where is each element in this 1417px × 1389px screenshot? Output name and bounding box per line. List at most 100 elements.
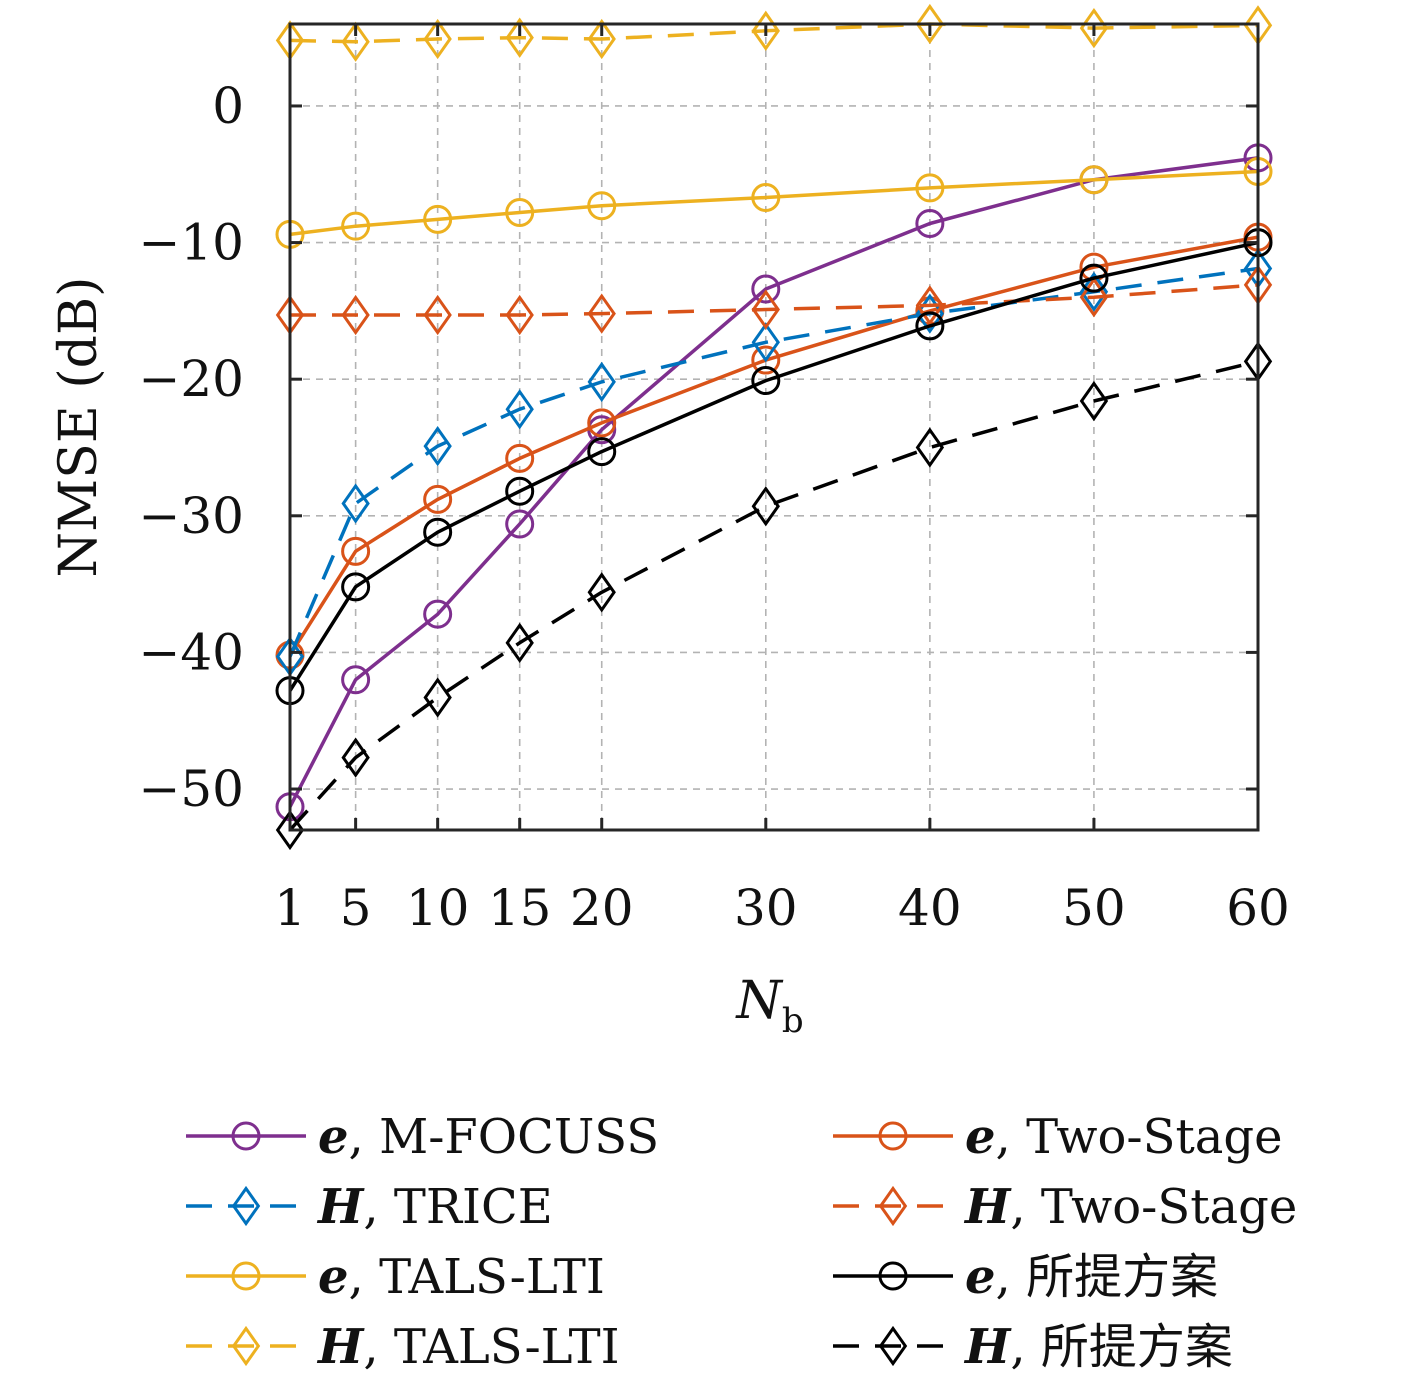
legend-label: e, Two-Stage — [965, 1109, 1283, 1165]
series-line — [289, 169, 1259, 237]
x-tick-label: 5 — [340, 879, 372, 937]
data-point — [505, 622, 534, 664]
data-point — [505, 198, 535, 228]
legend-label: e, 所提方案 — [965, 1249, 1218, 1305]
legend-series-name: , TALS-LTI — [363, 1319, 619, 1375]
legend-marker — [878, 1185, 908, 1227]
data-point — [505, 476, 535, 506]
series-line — [290, 283, 1259, 317]
x-tick-label: 20 — [570, 879, 634, 937]
legend-marker — [231, 1261, 261, 1291]
legend-label: e, M-FOCUSS — [318, 1109, 659, 1165]
plot-background — [290, 24, 1258, 830]
data-point — [341, 483, 370, 524]
data-point — [587, 18, 616, 60]
data-point — [423, 18, 452, 60]
data-point — [1079, 380, 1109, 422]
x-tick-labels: 1 5 10 15 20 30 40 50 60 — [274, 879, 1290, 937]
legend-series-name: , Two-Stage — [996, 1109, 1283, 1165]
data-point — [423, 294, 452, 336]
legend-label: H, TRICE — [316, 1179, 553, 1235]
y-tick-labels: 0 −10 −20 −30 −40 −50 — [138, 77, 244, 818]
x-axis-title-subscript: b — [782, 1001, 804, 1041]
y-tick-label: −50 — [138, 760, 244, 818]
data-point — [1079, 277, 1109, 318]
data-point — [423, 677, 452, 718]
legend-variable: H — [316, 1319, 365, 1375]
legend-series-name: , M-FOCUSS — [349, 1109, 660, 1165]
legend-entry: e, M-FOCUSS — [186, 1109, 659, 1165]
legend-marker — [878, 1121, 908, 1151]
data-point — [1079, 7, 1109, 49]
data-point — [423, 204, 453, 234]
data-point — [751, 486, 780, 527]
legend-series-name: , 所提方案 — [1010, 1319, 1233, 1375]
x-tick-label: 50 — [1062, 879, 1126, 937]
data-point — [1079, 263, 1109, 293]
series-line — [288, 266, 1259, 658]
legend-label: H, Two-Stage — [963, 1179, 1297, 1235]
legend-entry: H, Two-Stage — [833, 1179, 1297, 1235]
data-point — [915, 173, 945, 203]
x-tick-label: 1 — [274, 879, 306, 937]
x-tick-label: 10 — [406, 879, 470, 937]
legend-entry: e, TALS-LTI — [186, 1249, 605, 1305]
legend-marker — [878, 1325, 908, 1367]
data-point — [423, 484, 453, 514]
data-point — [1079, 271, 1109, 312]
data-point — [587, 191, 617, 221]
data-point — [423, 517, 453, 547]
y-tick-label: −30 — [138, 487, 244, 545]
series-line — [288, 235, 1259, 657]
series-2 — [275, 248, 1273, 677]
data-point — [915, 293, 945, 334]
data-point — [915, 3, 945, 45]
legend-variable: H — [316, 1179, 365, 1235]
data-point — [587, 361, 616, 403]
legend-marker — [231, 1185, 261, 1227]
x-tick-label: 15 — [488, 879, 552, 937]
data-point — [423, 425, 452, 467]
legend-marker — [878, 1261, 908, 1291]
data-point — [505, 509, 535, 539]
data-point — [341, 294, 370, 336]
legend-variable: e — [965, 1249, 996, 1305]
series-line — [288, 359, 1259, 832]
x-axis-title-main: N — [734, 971, 783, 1031]
data-point — [751, 182, 781, 212]
data-point — [423, 599, 453, 629]
y-tick-label: −20 — [138, 350, 244, 408]
legend-variable: e — [318, 1109, 349, 1165]
axis-ticks — [288, 24, 1260, 830]
data-point — [505, 389, 534, 430]
series-5 — [275, 228, 1273, 706]
legend-variable: e — [965, 1109, 996, 1165]
x-tick-label: 60 — [1226, 879, 1290, 937]
series-4 — [275, 157, 1273, 249]
legend-variable: H — [963, 1179, 1012, 1235]
data-point — [915, 427, 945, 468]
legend-series-name: , TALS-LTI — [349, 1249, 605, 1305]
legend-series-name: , TRICE — [363, 1179, 552, 1235]
legend-label: H, 所提方案 — [963, 1319, 1233, 1375]
data-point — [341, 572, 371, 602]
data-point — [341, 737, 370, 778]
data-point — [751, 322, 780, 363]
data-point — [915, 285, 945, 326]
x-tick-label: 30 — [734, 879, 798, 937]
series-line — [288, 240, 1259, 692]
legend-marker — [231, 1121, 261, 1151]
legend-entry: e, 所提方案 — [833, 1249, 1218, 1305]
data-point — [751, 289, 780, 330]
data-point — [751, 274, 781, 304]
legend-series-name: , Two-Stage — [1010, 1179, 1297, 1235]
data-point — [587, 293, 616, 334]
data-point — [341, 21, 370, 62]
data-point — [505, 17, 534, 58]
legend-entry: H, TRICE — [186, 1179, 553, 1235]
data-point — [587, 408, 617, 438]
plot-frame — [288, 22, 1260, 832]
legend-series-name: , 所提方案 — [996, 1249, 1219, 1305]
